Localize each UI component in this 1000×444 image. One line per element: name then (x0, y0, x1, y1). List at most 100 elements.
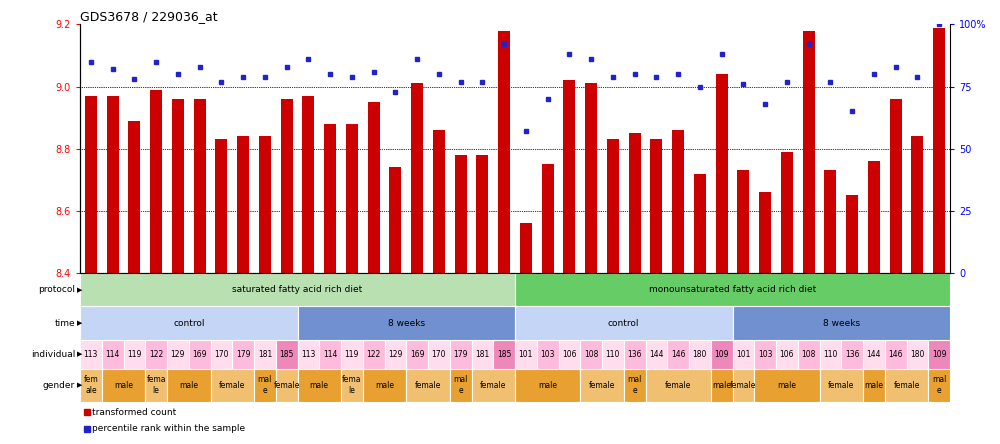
Text: male: male (179, 381, 198, 390)
Bar (928, 340, 950, 369)
Bar (911, 136, 923, 273)
Bar (906, 340, 928, 369)
Bar (602, 340, 624, 369)
Text: mal
e: mal e (627, 376, 642, 395)
Bar (841, 340, 863, 369)
Bar (890, 99, 902, 273)
Text: 119: 119 (345, 349, 359, 359)
Text: 179: 179 (453, 349, 468, 359)
Bar (732, 340, 754, 369)
Bar (298, 340, 319, 369)
Text: 110: 110 (823, 349, 838, 359)
Bar (498, 31, 510, 273)
Bar (189, 340, 210, 369)
Text: female: female (589, 381, 615, 390)
Text: female: female (665, 381, 691, 390)
Bar (406, 369, 450, 402)
Bar (781, 152, 793, 273)
Bar (537, 340, 558, 369)
Bar (885, 340, 906, 369)
Text: 8 weeks: 8 weeks (388, 318, 425, 328)
Bar (80, 369, 102, 402)
Text: 181: 181 (258, 349, 272, 359)
Bar (384, 340, 406, 369)
Bar (302, 96, 314, 273)
Bar (716, 74, 728, 273)
Text: 8 weeks: 8 weeks (823, 318, 860, 328)
Text: transformed count: transformed count (92, 408, 176, 417)
Text: ▶: ▶ (77, 382, 82, 388)
Bar (646, 340, 667, 369)
Text: 146: 146 (888, 349, 903, 359)
Bar (624, 369, 646, 402)
Text: 180: 180 (910, 349, 925, 359)
Text: 144: 144 (649, 349, 664, 359)
Bar (868, 161, 880, 273)
Bar (520, 223, 532, 273)
Text: 108: 108 (584, 349, 598, 359)
Bar (324, 124, 336, 273)
Bar (863, 369, 885, 402)
Bar (368, 102, 380, 273)
Bar (472, 340, 493, 369)
Text: 113: 113 (84, 349, 98, 359)
Bar (237, 136, 249, 273)
Text: protocol: protocol (38, 285, 75, 294)
Text: saturated fatty acid rich diet: saturated fatty acid rich diet (232, 285, 363, 294)
Bar (450, 369, 472, 402)
Text: female: female (480, 381, 506, 390)
Text: 185: 185 (497, 349, 511, 359)
Bar (254, 369, 276, 402)
Bar (411, 83, 423, 273)
Text: monounsaturated fatty acid rich diet: monounsaturated fatty acid rich diet (649, 285, 816, 294)
Bar (820, 369, 863, 402)
Text: 114: 114 (323, 349, 337, 359)
Bar (281, 99, 293, 273)
Bar (107, 96, 119, 273)
Text: 129: 129 (388, 349, 403, 359)
Bar (389, 167, 401, 273)
Text: female: female (893, 381, 920, 390)
Bar (928, 369, 950, 402)
Bar (846, 195, 858, 273)
Bar (450, 340, 472, 369)
Bar (455, 155, 467, 273)
Text: male: male (777, 381, 796, 390)
Text: female: female (273, 381, 300, 390)
Text: 106: 106 (780, 349, 794, 359)
Text: 122: 122 (366, 349, 381, 359)
Bar (515, 273, 950, 306)
Bar (145, 340, 167, 369)
Text: 179: 179 (236, 349, 250, 359)
Bar (167, 340, 189, 369)
Bar (629, 133, 641, 273)
Bar (607, 139, 619, 273)
Bar (885, 369, 928, 402)
Bar (737, 170, 749, 273)
Bar (194, 99, 206, 273)
Text: ▶: ▶ (77, 351, 82, 357)
Bar (476, 155, 488, 273)
Bar (585, 83, 597, 273)
Text: mal
e: mal e (932, 376, 946, 395)
Bar (85, 96, 97, 273)
Bar (428, 340, 450, 369)
Text: male: male (310, 381, 329, 390)
Bar (732, 306, 950, 340)
Bar (563, 80, 575, 273)
Text: 129: 129 (171, 349, 185, 359)
Bar (689, 340, 711, 369)
Bar (319, 340, 341, 369)
Text: 169: 169 (192, 349, 207, 359)
Bar (472, 369, 515, 402)
Bar (341, 340, 363, 369)
Text: female: female (730, 381, 757, 390)
Bar (124, 340, 145, 369)
Bar (515, 340, 537, 369)
Text: 146: 146 (671, 349, 685, 359)
Text: control: control (608, 318, 640, 328)
Bar (215, 139, 227, 273)
Bar (298, 306, 515, 340)
Bar (102, 340, 124, 369)
Text: male: male (114, 381, 133, 390)
